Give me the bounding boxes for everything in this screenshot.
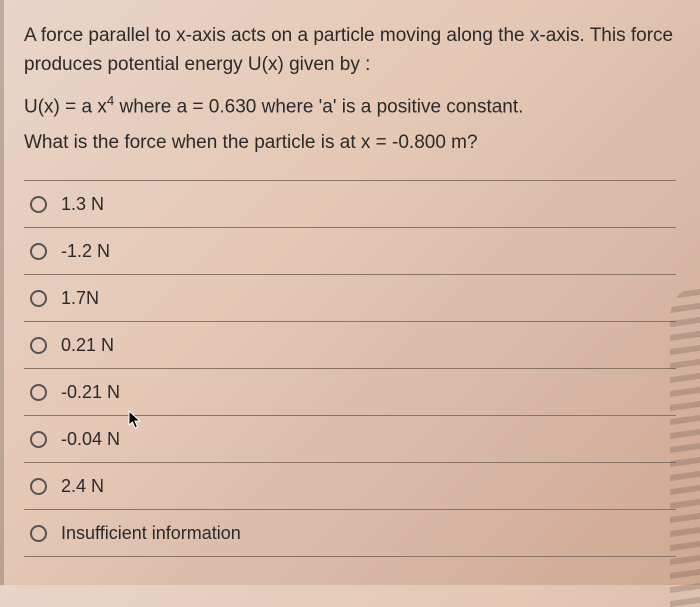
option-label: -0.04 N [61, 429, 120, 450]
option-label: 2.4 N [61, 476, 104, 497]
options-list: 1.3 N -1.2 N 1.7N 0.21 N -0.21 N -0.04 N… [24, 180, 676, 557]
question-prompt: What is the force when the particle is a… [24, 132, 676, 154]
option-row[interactable]: -1.2 N [24, 228, 676, 275]
quiz-page: A force parallel to x-axis acts on a par… [0, 0, 700, 567]
radio-icon[interactable] [30, 525, 47, 542]
notebook-binding-shadow [670, 283, 700, 607]
radio-icon[interactable] [30, 337, 47, 354]
question-formula: U(x) = a x4 where a = 0.630 where 'a' is… [24, 93, 676, 118]
option-row[interactable]: 0.21 N [24, 322, 676, 369]
formula-suffix: where a = 0.630 where 'a' is a positive … [114, 96, 523, 117]
option-label: 0.21 N [61, 335, 114, 356]
option-label: 1.3 N [61, 194, 104, 215]
option-label: 1.7N [61, 288, 99, 309]
option-row[interactable]: -0.21 N [24, 369, 676, 416]
option-row[interactable]: Insufficient information [24, 510, 676, 557]
formula-prefix: U(x) = a x [24, 96, 107, 117]
option-row[interactable]: 2.4 N [24, 463, 676, 510]
option-label: -0.21 N [61, 382, 120, 403]
option-row[interactable]: 1.7N [24, 275, 676, 322]
option-label: Insufficient information [61, 523, 241, 544]
radio-icon[interactable] [30, 243, 47, 260]
option-row[interactable]: 1.3 N [24, 181, 676, 228]
page-left-shadow [0, 0, 4, 585]
question-intro: A force parallel to x-axis acts on a par… [24, 22, 676, 79]
radio-icon[interactable] [30, 431, 47, 448]
option-label: -1.2 N [61, 241, 110, 262]
option-row[interactable]: -0.04 N [24, 416, 676, 463]
radio-icon[interactable] [30, 478, 47, 495]
radio-icon[interactable] [30, 384, 47, 401]
radio-icon[interactable] [30, 290, 47, 307]
radio-icon[interactable] [30, 196, 47, 213]
